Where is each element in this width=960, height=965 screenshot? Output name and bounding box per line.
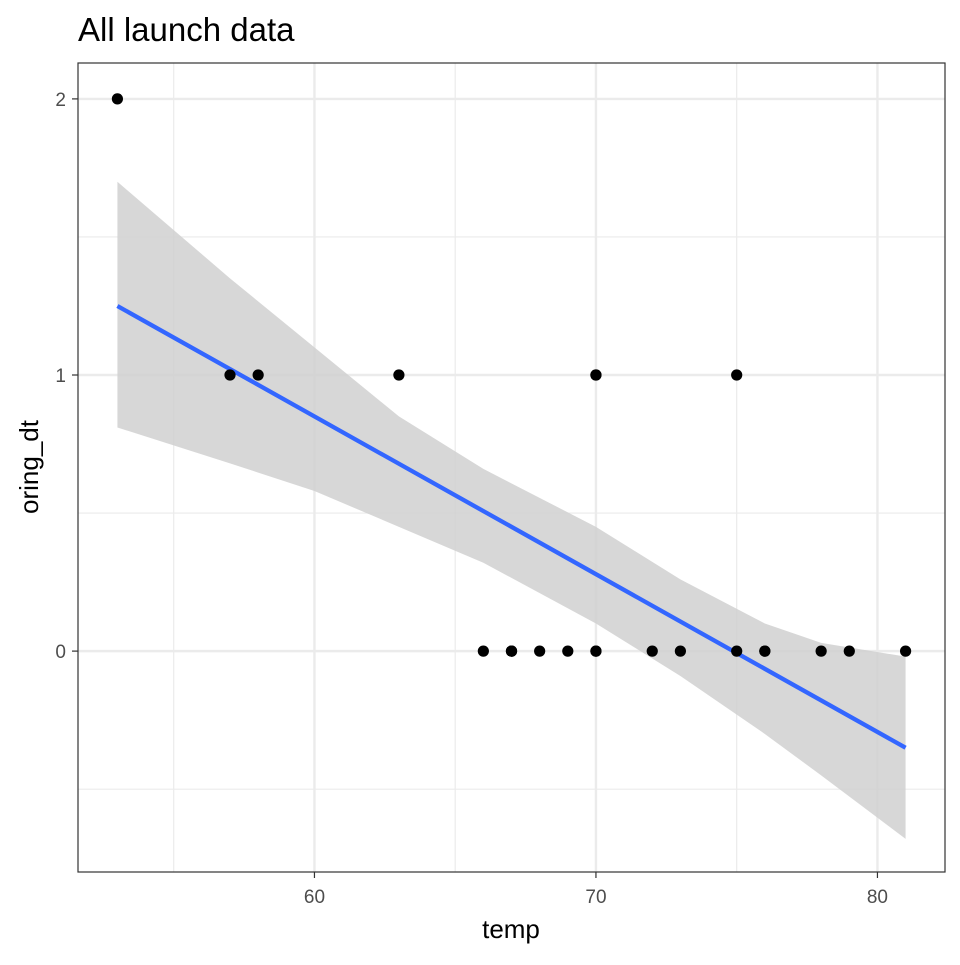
- data-point: [590, 645, 602, 657]
- y-tick-label: 1: [55, 366, 66, 387]
- data-point: [731, 645, 743, 657]
- data-point: [477, 645, 489, 657]
- x-tick-label: 80: [867, 887, 888, 908]
- data-point: [759, 645, 771, 657]
- x-tick-label: 60: [304, 887, 325, 908]
- axis-ticks: 60 70 80 0 1 2: [55, 90, 888, 908]
- data-point: [393, 369, 405, 381]
- data-point: [674, 645, 686, 657]
- data-point: [843, 645, 855, 657]
- data-point: [252, 369, 264, 381]
- data-point: [590, 369, 602, 381]
- confidence-band: [117, 181, 906, 839]
- points-layer: [111, 93, 912, 657]
- trend-line: [116, 304, 907, 750]
- data-point: [224, 369, 236, 381]
- y-axis-title: oring_dt: [14, 419, 44, 514]
- x-axis-title: temp: [482, 914, 540, 944]
- chart-title: All launch data: [78, 11, 295, 48]
- data-point: [111, 93, 124, 105]
- y-tick-label: 0: [55, 642, 66, 663]
- data-point: [731, 369, 743, 381]
- x-tick-label: 70: [585, 887, 606, 908]
- data-point: [534, 645, 546, 657]
- data-point: [505, 645, 518, 657]
- panel-border: [77, 62, 946, 873]
- confidence-band-layer: [117, 181, 906, 839]
- data-point: [899, 645, 912, 657]
- data-point: [562, 645, 574, 657]
- y-tick-label: 2: [55, 90, 66, 111]
- data-point: [815, 645, 827, 657]
- trend-line-layer: [116, 304, 907, 750]
- data-point: [646, 645, 658, 657]
